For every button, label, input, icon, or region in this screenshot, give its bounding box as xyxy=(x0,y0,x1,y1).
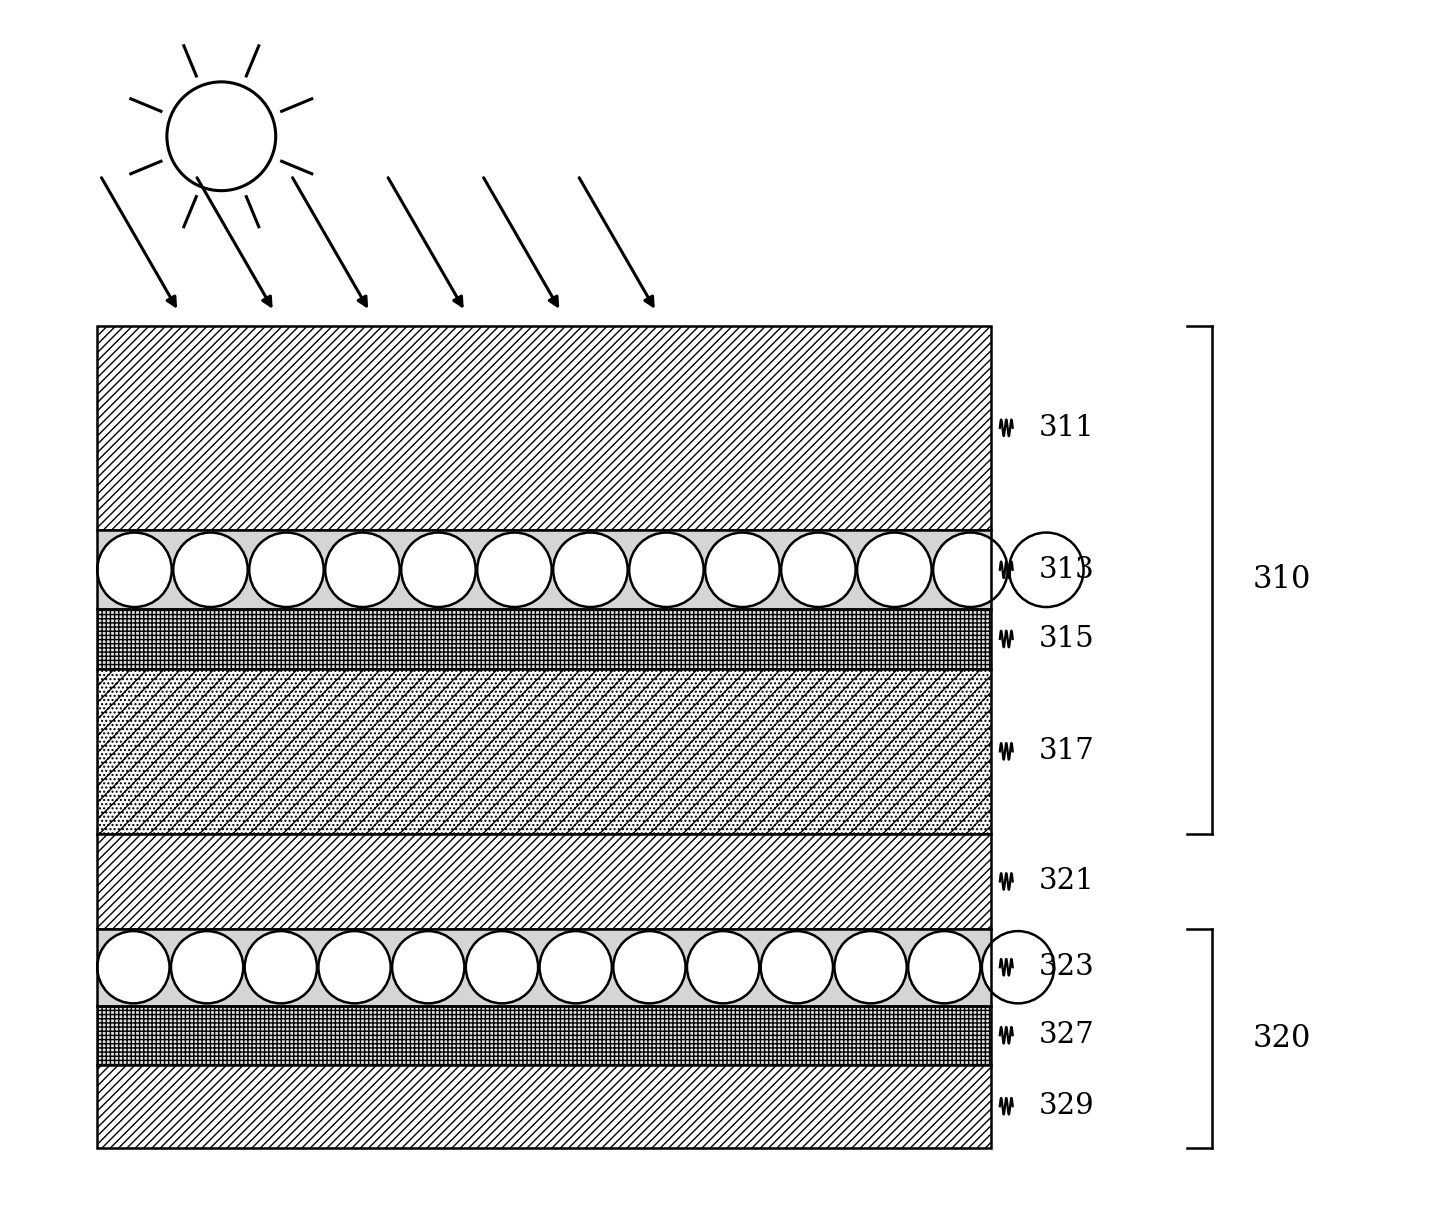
Ellipse shape xyxy=(613,931,685,1003)
Bar xyxy=(97,929,991,1005)
Ellipse shape xyxy=(249,532,323,607)
Ellipse shape xyxy=(540,931,613,1003)
Ellipse shape xyxy=(173,532,247,607)
Bar xyxy=(97,1005,991,1065)
Ellipse shape xyxy=(1010,532,1084,607)
Bar xyxy=(97,669,991,834)
Bar xyxy=(97,834,991,929)
Text: 320: 320 xyxy=(1253,1022,1311,1054)
Bar xyxy=(97,610,991,669)
Ellipse shape xyxy=(97,931,170,1003)
Ellipse shape xyxy=(477,532,551,607)
Ellipse shape xyxy=(908,931,981,1003)
Ellipse shape xyxy=(834,931,906,1003)
Ellipse shape xyxy=(857,532,931,607)
Ellipse shape xyxy=(781,532,856,607)
Text: 329: 329 xyxy=(1039,1092,1094,1120)
Ellipse shape xyxy=(172,931,243,1003)
Text: 313: 313 xyxy=(1039,555,1094,584)
Ellipse shape xyxy=(553,532,627,607)
Text: 310: 310 xyxy=(1253,565,1311,595)
Bar xyxy=(97,929,991,1005)
Bar xyxy=(97,530,991,610)
Ellipse shape xyxy=(393,931,464,1003)
Bar xyxy=(97,1065,991,1148)
Ellipse shape xyxy=(319,931,391,1003)
Bar xyxy=(97,669,991,834)
Ellipse shape xyxy=(761,931,834,1003)
Text: 317: 317 xyxy=(1039,737,1094,765)
Text: 311: 311 xyxy=(1039,414,1094,442)
Text: 323: 323 xyxy=(1039,954,1094,981)
Ellipse shape xyxy=(466,931,538,1003)
Ellipse shape xyxy=(402,532,476,607)
Ellipse shape xyxy=(97,532,172,607)
Ellipse shape xyxy=(933,532,1008,607)
Ellipse shape xyxy=(244,931,317,1003)
Text: 327: 327 xyxy=(1039,1021,1094,1049)
Text: 321: 321 xyxy=(1039,868,1094,896)
Ellipse shape xyxy=(629,532,704,607)
Ellipse shape xyxy=(706,532,780,607)
Bar xyxy=(97,326,991,530)
Ellipse shape xyxy=(167,82,275,191)
Ellipse shape xyxy=(982,931,1053,1003)
Ellipse shape xyxy=(687,931,760,1003)
Ellipse shape xyxy=(326,532,400,607)
Text: 315: 315 xyxy=(1039,625,1094,653)
Bar xyxy=(97,530,991,610)
